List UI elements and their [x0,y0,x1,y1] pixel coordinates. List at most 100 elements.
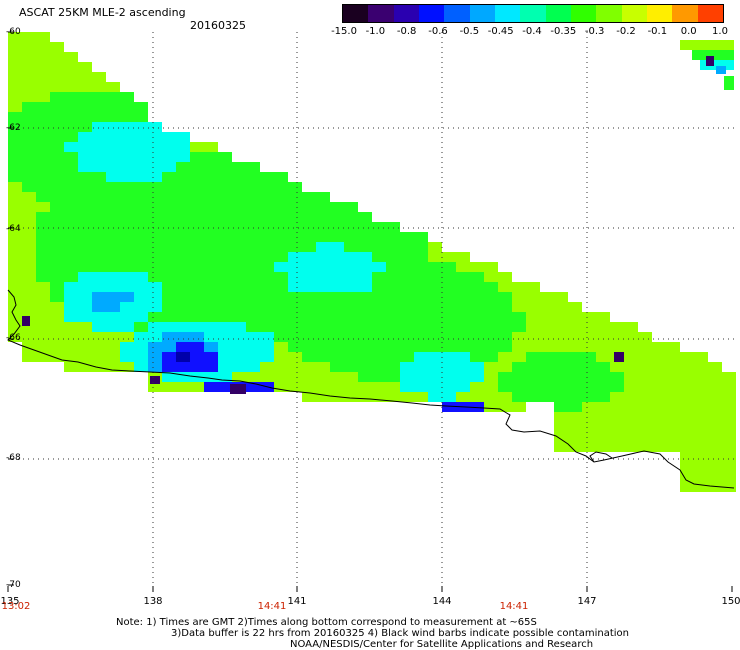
swath-cell [134,232,148,242]
swath-cell [218,152,232,162]
swath-cell [134,142,148,152]
swath-cell [246,362,260,372]
swath-cell [288,182,302,192]
swath-cell [456,272,470,282]
swath-cell [302,192,316,202]
swath-cell [176,362,190,372]
swath-cell [106,262,120,272]
swath-cell [176,162,190,172]
swath-cell [400,322,414,332]
swath-cell [232,362,246,372]
colorbar-swatch [596,5,622,22]
swath-cell [50,152,64,162]
swath-cell [162,152,176,162]
swath-cell [218,322,232,332]
swath-cell [246,162,260,172]
swath-cell [36,262,50,272]
swath-cell [78,232,92,242]
swath-cell [428,282,442,292]
swath-cell [218,362,232,372]
lat-label-62: -62 [6,123,21,133]
swath-cell [484,312,498,322]
colorbar-swatch [343,5,369,22]
swath-cell [204,192,218,202]
swath-cell [36,272,50,282]
swath-cell [386,242,400,252]
lon-label-135: 135 [0,596,20,607]
swath-cell [106,92,120,102]
swath-cell [8,122,22,132]
swath-cell [232,162,246,172]
coastline-hook [589,451,613,463]
swath-cell [50,242,64,252]
swath-cell [582,392,596,402]
swath-cell [162,212,176,222]
swath-cell [512,372,526,382]
swath-cell [120,222,134,232]
swath-cell [484,342,498,352]
swath-cell [120,102,134,112]
swath-cell [162,322,176,332]
swath-cell [316,202,330,212]
swath-cell [106,292,120,302]
swath-cell [78,312,92,322]
swath-cell [36,182,50,192]
swath-cell [246,262,260,272]
swath-cell [246,322,260,332]
swath-cell [92,152,106,162]
swath-cell [386,292,400,302]
swath-cell [22,172,36,182]
swath-cell [540,352,554,362]
swath-cell [232,222,246,232]
swath-cell [64,282,78,292]
swath-cell [204,282,218,292]
swath-cell [190,252,204,262]
swath-cell [162,242,176,252]
swath-column [666,342,680,452]
swath-cell [218,282,232,292]
swath-cell [330,262,344,272]
swath-cell [106,122,120,132]
swath-cell [386,322,400,332]
lon-label-147: 147 [577,596,597,607]
swath-cell [162,142,176,152]
swath-cell [78,102,92,112]
swath-cell [400,262,414,272]
swath-cell [148,222,162,232]
swath-cell [190,342,204,352]
swath-cell [316,262,330,272]
swath-cell [428,342,442,352]
swath-cell [288,282,302,292]
swath-cell [204,362,218,372]
swath-cell [92,312,106,322]
swath-cell [218,382,232,392]
swath-cell [302,272,316,282]
swath-cell [498,342,512,352]
swath-cell [120,322,134,332]
swath-cell [218,342,232,352]
swath-cell [190,212,204,222]
swath-cell [162,282,176,292]
swath-cell [176,332,190,342]
swath-cell [64,312,78,322]
swath-cell [78,262,92,272]
swath-cell [386,302,400,312]
swath-cell [260,232,274,242]
swath-cell [554,392,568,402]
colorbar-swatch [494,5,521,22]
swath-cell [442,332,456,342]
swath-cell [232,292,246,302]
swath-cell [302,232,316,242]
swath-column [624,322,638,452]
swath-cell [204,342,218,352]
lat-label-64: -64 [6,224,21,234]
swath-cell [190,262,204,272]
colorbar-label: -0.6 [428,26,448,37]
swath-cell [92,122,106,132]
swath-cell [106,242,120,252]
swath-cell [78,272,92,282]
swath-cell [176,262,190,272]
swath-cell [50,292,64,302]
swath-cell [540,382,554,392]
swath-cell [190,182,204,192]
